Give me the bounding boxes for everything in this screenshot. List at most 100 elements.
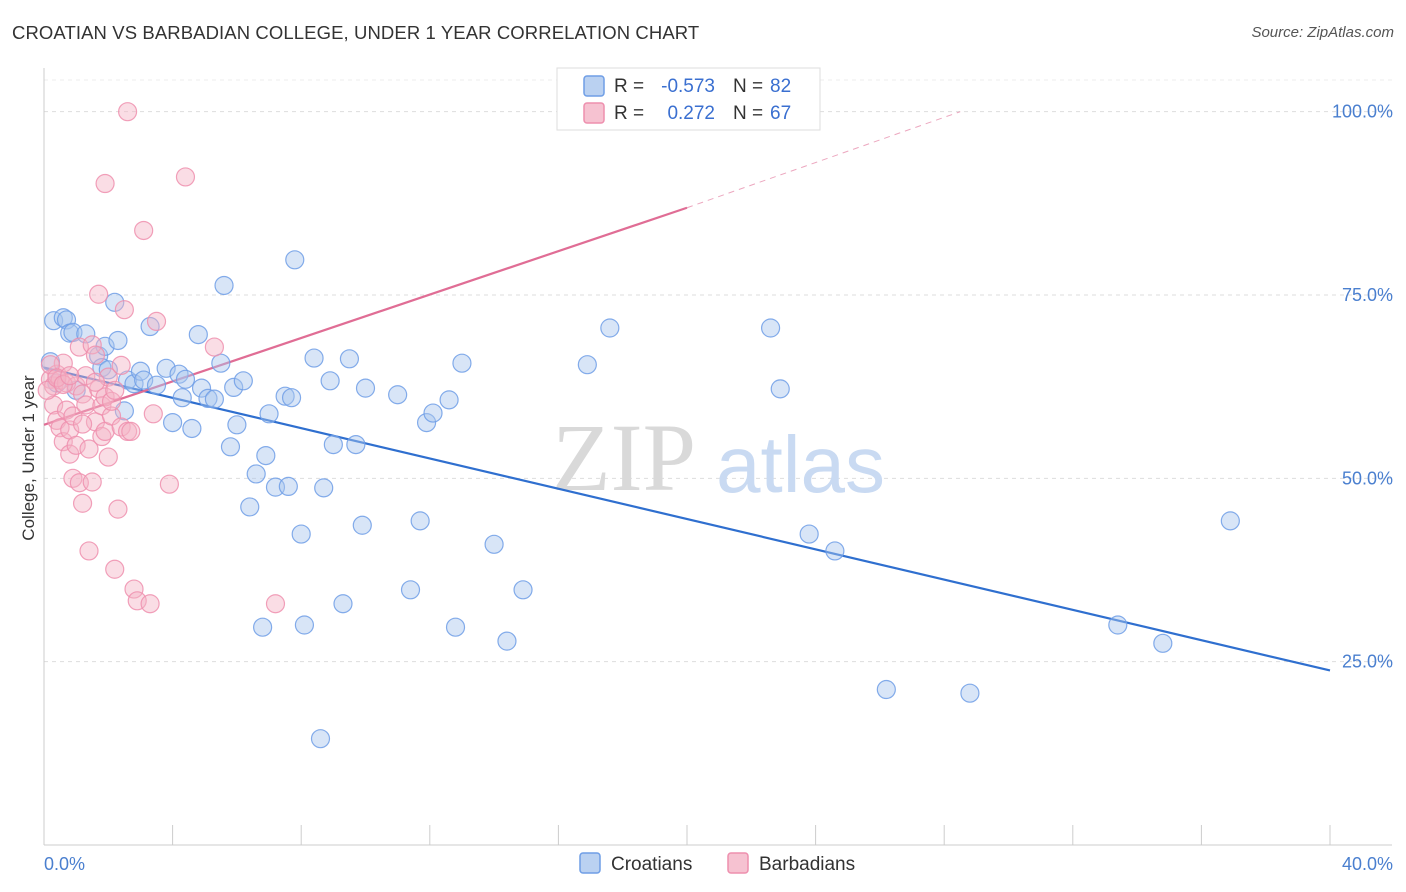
data-point-barbadians (265, 594, 286, 614)
data-point-croatians (825, 541, 845, 561)
data-point-croatians (310, 729, 331, 749)
data-point-croatians (233, 371, 253, 391)
data-point-croatians (339, 349, 360, 369)
y-tick-label: 25.0% (1342, 652, 1393, 672)
data-point-croatians (114, 401, 134, 421)
data-point-croatians (227, 415, 247, 435)
data-point-barbadians (98, 447, 118, 467)
data-point-barbadians (89, 284, 109, 304)
data-point-barbadians (66, 435, 86, 455)
data-point-croatians (452, 353, 472, 373)
data-point-barbadians (140, 594, 160, 614)
data-point-croatians (323, 435, 343, 455)
data-point-barbadians (101, 406, 122, 426)
data-point-barbadians (79, 439, 99, 459)
data-point-croatians (124, 374, 144, 394)
data-point-barbadians (111, 355, 131, 375)
data-point-croatians (760, 318, 781, 338)
data-point-barbadians (105, 559, 125, 579)
data-point-barbadians (143, 404, 163, 424)
data-point-barbadians (53, 432, 73, 452)
data-point-croatians (513, 580, 533, 600)
data-point-croatians (1153, 633, 1173, 653)
data-point-barbadians (82, 472, 102, 492)
data-point-barbadians (79, 541, 99, 561)
data-point-croatians (105, 292, 125, 312)
data-point-barbadians (82, 335, 102, 355)
data-point-barbadians (121, 421, 141, 441)
data-point-barbadians (76, 366, 96, 386)
data-point-croatians (98, 360, 118, 380)
trend-line-croatians (43, 366, 1331, 672)
data-point-croatians (423, 403, 443, 423)
watermark-zip: ZIP (552, 404, 696, 511)
data-point-croatians (439, 390, 459, 410)
data-point-croatians (346, 435, 366, 455)
data-point-croatians (275, 386, 295, 406)
data-point-croatians (388, 385, 408, 405)
y-tick-labels: 25.0% 50.0% 75.0% 100.0% (1332, 102, 1393, 672)
y-axis-title: College, Under 1 year (19, 375, 38, 541)
data-point-croatians (240, 497, 260, 517)
data-point-barbadians (72, 493, 93, 513)
data-point-barbadians (101, 391, 122, 411)
data-point-croatians (285, 250, 305, 270)
data-point-croatians (224, 377, 244, 397)
trend-line-extension-barbadians (686, 111, 961, 209)
legend-n-value-2: 67 (770, 103, 791, 124)
chart-title: CROATIAN VS BARBADIAN COLLEGE, UNDER 1 Y… (12, 22, 700, 43)
data-point-croatians (333, 594, 353, 614)
data-point-croatians (291, 524, 311, 544)
data-point-barbadians (175, 167, 196, 187)
data-point-croatians (1108, 615, 1128, 635)
data-point-croatians (188, 325, 208, 345)
scatter-points (37, 102, 1240, 749)
data-point-croatians (134, 370, 154, 390)
data-point-croatians (204, 389, 224, 409)
data-point-croatians (294, 615, 315, 635)
data-point-croatians (256, 446, 276, 466)
data-point-croatians (484, 534, 504, 554)
data-point-barbadians (146, 311, 167, 331)
y-tick-label: 75.0% (1342, 285, 1393, 305)
data-point-barbadians (105, 380, 125, 400)
axes (43, 68, 1392, 846)
data-point-croatians (259, 404, 279, 424)
data-point-barbadians (108, 499, 128, 519)
bottom-legend: Croatians Barbadians (579, 852, 855, 875)
data-point-barbadians (72, 414, 93, 434)
data-point-barbadians (92, 426, 112, 447)
data-point-croatians (876, 679, 896, 700)
data-point-croatians (214, 275, 234, 296)
series-croatians (40, 250, 1240, 749)
data-point-croatians (140, 316, 160, 337)
data-point-barbadians (124, 579, 144, 599)
data-point-croatians (246, 464, 266, 484)
data-point-croatians (445, 617, 466, 637)
legend-r-value-2: 0.272 (667, 103, 715, 124)
data-point-croatians (497, 631, 517, 651)
data-point-croatians (191, 378, 212, 398)
data-point-barbadians (85, 372, 106, 392)
data-point-croatians (253, 617, 273, 637)
data-point-barbadians (159, 474, 179, 494)
data-point-croatians (211, 353, 231, 373)
watermark-atlas: atlas (716, 420, 885, 509)
y-tick-label: 100.0% (1332, 102, 1393, 122)
trend-line-barbadians (43, 206, 688, 426)
data-point-croatians (352, 515, 372, 535)
legend-swatch-croatians (583, 75, 605, 97)
data-point-croatians (400, 580, 421, 600)
data-point-croatians (416, 413, 437, 433)
data-point-croatians (163, 413, 183, 433)
legend-r-label-2: R = (614, 103, 644, 124)
legend-r-label-1: R = (614, 76, 644, 97)
data-point-croatians (314, 478, 334, 498)
data-point-croatians (175, 369, 196, 389)
data-point-croatians (770, 379, 790, 399)
data-point-croatians (304, 348, 324, 368)
y-tick-label: 50.0% (1342, 468, 1393, 488)
data-point-croatians (108, 330, 128, 351)
data-point-croatians (410, 511, 430, 531)
